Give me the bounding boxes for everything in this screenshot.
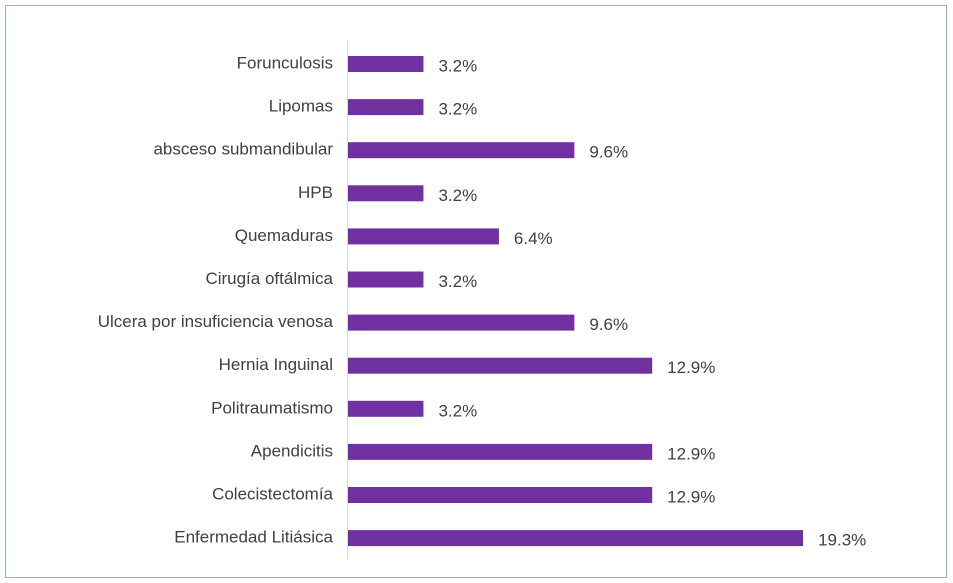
bar [348,530,804,547]
data-label: 3.2% [438,186,477,205]
category-label: Hernia Inguinal [219,355,333,374]
bar [348,142,575,159]
category-label: Apendicitis [251,441,333,460]
chart-border [5,5,947,578]
data-label: 9.6% [589,315,628,334]
category-label: Colecistectomía [212,484,333,503]
category-label: absceso submandibular [153,140,333,159]
data-label: 6.4% [514,229,553,248]
bar [348,99,424,116]
category-label: Enfermedad Litiásica [174,528,333,547]
category-label: Quemaduras [235,226,333,245]
data-label: 3.2% [438,56,477,75]
bar [348,400,424,417]
category-label: HPB [298,183,333,202]
data-label: 12.9% [667,487,715,506]
category-label: Cirugía oftálmica [205,269,333,288]
bar [348,487,653,503]
category-label: Politraumatismo [211,398,333,417]
bar [348,56,424,72]
category-label: Ulcera por insuficiencia venosa [98,312,334,331]
data-label: 12.9% [667,358,715,377]
bar [348,228,499,245]
bar [348,185,424,202]
category-label: Forunculosis [237,53,333,72]
category-label: Lipomas [269,97,333,116]
data-label: 19.3% [818,531,866,550]
data-label: 3.2% [438,100,477,119]
bar [348,357,653,374]
bar [348,271,424,288]
bar [348,314,575,331]
data-label: 3.2% [438,272,477,291]
data-label: 12.9% [667,444,715,463]
bar [348,443,653,460]
data-label: 3.2% [438,401,477,420]
data-label: 9.6% [589,143,628,162]
